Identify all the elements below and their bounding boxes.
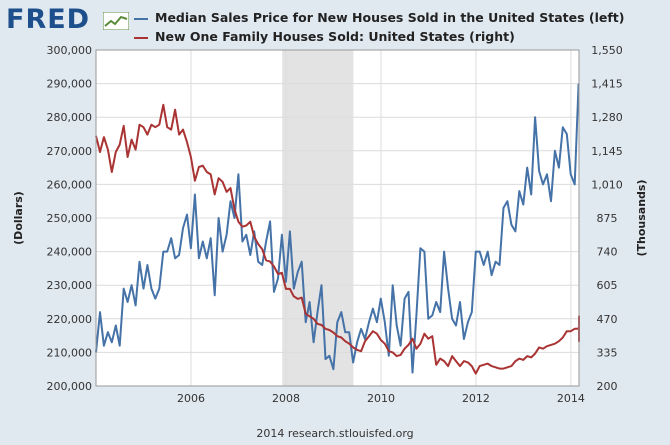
x-tick-label: 2008 bbox=[272, 392, 300, 405]
legend-label-price: Median Sales Price for New Houses Sold i… bbox=[155, 10, 625, 25]
left-tick-label: 290,000 bbox=[47, 78, 93, 91]
left-axis-ticks: 200,000 210,000 220,000 230,000 240,000 250,0… bbox=[47, 44, 93, 393]
legend-label-sales: New One Family Houses Sold: United State… bbox=[155, 29, 515, 44]
left-tick-label: 240,000 bbox=[47, 246, 93, 259]
right-tick-label: 875 bbox=[597, 212, 618, 225]
left-tick-label: 300,000 bbox=[47, 44, 93, 57]
series-line-houses-sold bbox=[95, 103, 580, 375]
left-tick-label: 250,000 bbox=[47, 212, 93, 225]
right-tick-label: 470 bbox=[597, 313, 618, 326]
right-tick-label: 1,145 bbox=[591, 145, 623, 158]
right-tick-label: 200 bbox=[597, 380, 618, 393]
x-axis-ticks: 2006 2008 2010 2012 2014 bbox=[177, 392, 585, 405]
footer-credit: 2014 research.stlouisfed.org bbox=[256, 427, 414, 440]
fred-logo-text: FRED bbox=[6, 4, 91, 35]
left-tick-label: 230,000 bbox=[47, 279, 93, 292]
left-tick-label: 280,000 bbox=[47, 111, 93, 124]
left-tick-label: 260,000 bbox=[47, 178, 93, 191]
series-line-median-price bbox=[95, 83, 580, 374]
left-tick-label: 220,000 bbox=[47, 313, 93, 326]
series-layer bbox=[95, 83, 580, 375]
right-axis-label: (Thousands) bbox=[635, 180, 648, 257]
right-tick-label: 740 bbox=[597, 246, 618, 259]
left-axis-label: (Dollars) bbox=[12, 191, 25, 245]
right-tick-label: 1,550 bbox=[591, 44, 623, 57]
x-tick-label: 2010 bbox=[367, 392, 395, 405]
legend-swatch-price bbox=[134, 18, 148, 20]
left-tick-label: 200,000 bbox=[47, 380, 93, 393]
right-axis-ticks: 200 335 470 605 740 875 1,010 1,145 1,280 1,415 1,… bbox=[591, 44, 623, 393]
right-tick-label: 1,010 bbox=[591, 178, 623, 191]
right-tick-label: 605 bbox=[597, 279, 618, 292]
plot-border bbox=[95, 49, 580, 387]
legend-swatch-sales bbox=[134, 37, 148, 39]
x-tick-label: 2014 bbox=[557, 392, 585, 405]
left-tick-label: 270,000 bbox=[47, 145, 93, 158]
right-tick-label: 335 bbox=[597, 346, 618, 359]
x-tick-label: 2012 bbox=[462, 392, 490, 405]
right-tick-label: 1,280 bbox=[591, 111, 623, 124]
right-tick-label: 1,415 bbox=[591, 78, 623, 91]
x-tick-label: 2006 bbox=[177, 392, 205, 405]
left-tick-label: 210,000 bbox=[47, 346, 93, 359]
